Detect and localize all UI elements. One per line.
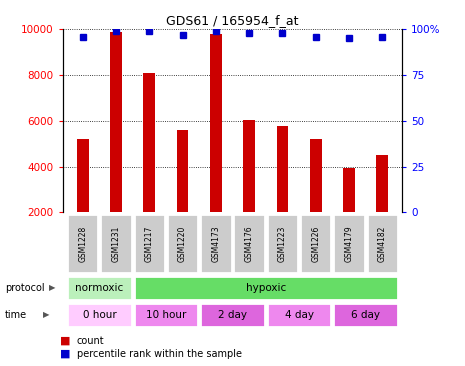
Text: protocol: protocol — [5, 283, 44, 293]
Text: GSM1226: GSM1226 — [311, 225, 320, 262]
Text: GSM1220: GSM1220 — [178, 225, 187, 262]
Bar — [133, 303, 198, 326]
Bar — [167, 214, 198, 273]
Text: GSM4179: GSM4179 — [345, 225, 353, 262]
Bar — [210, 34, 222, 212]
Text: time: time — [5, 310, 27, 320]
Text: GSM4182: GSM4182 — [378, 225, 387, 262]
Bar — [343, 168, 355, 212]
Text: GSM1231: GSM1231 — [112, 225, 120, 262]
Bar — [333, 214, 365, 273]
Bar — [366, 214, 398, 273]
Bar — [177, 130, 188, 212]
Bar — [267, 303, 332, 326]
Bar — [67, 276, 132, 300]
Text: hypoxic: hypoxic — [246, 283, 286, 293]
Text: 0 hour: 0 hour — [82, 310, 116, 320]
Text: GSM4176: GSM4176 — [245, 225, 253, 262]
Text: normoxic: normoxic — [75, 283, 124, 293]
Text: 10 hour: 10 hour — [146, 310, 186, 320]
Text: GSM1223: GSM1223 — [278, 225, 287, 262]
Bar — [267, 214, 298, 273]
Text: ▶: ▶ — [43, 310, 50, 319]
Bar — [377, 155, 388, 212]
Bar — [300, 214, 332, 273]
Bar — [144, 73, 155, 212]
Bar — [243, 120, 255, 212]
Bar — [133, 276, 398, 300]
Title: GDS61 / 165954_f_at: GDS61 / 165954_f_at — [166, 14, 299, 27]
Bar — [310, 139, 321, 212]
Bar — [67, 214, 99, 273]
Text: ■: ■ — [60, 336, 71, 346]
Bar — [333, 303, 398, 326]
Text: 4 day: 4 day — [285, 310, 313, 320]
Bar — [200, 303, 265, 326]
Bar — [233, 214, 265, 273]
Bar — [133, 214, 165, 273]
Text: ▶: ▶ — [49, 283, 55, 292]
Bar — [200, 214, 232, 273]
Text: count: count — [77, 336, 104, 346]
Bar — [67, 303, 132, 326]
Bar — [110, 31, 122, 212]
Text: 6 day: 6 day — [351, 310, 380, 320]
Bar — [277, 127, 288, 212]
Text: GSM1228: GSM1228 — [78, 225, 87, 262]
Bar — [77, 139, 88, 212]
Text: ■: ■ — [60, 348, 71, 359]
Text: percentile rank within the sample: percentile rank within the sample — [77, 348, 242, 359]
Text: GSM1217: GSM1217 — [145, 225, 154, 262]
Text: GSM4173: GSM4173 — [212, 225, 220, 262]
Bar — [100, 214, 132, 273]
Text: 2 day: 2 day — [218, 310, 247, 320]
